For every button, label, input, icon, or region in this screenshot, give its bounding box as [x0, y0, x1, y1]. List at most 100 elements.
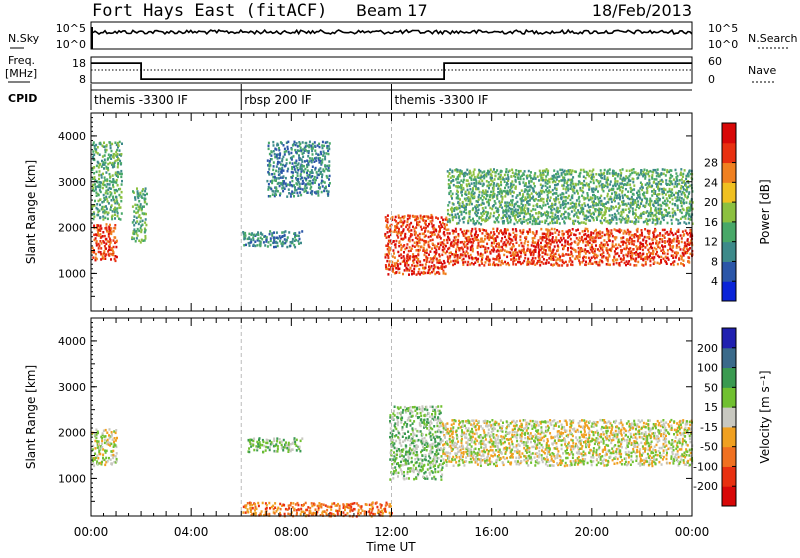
data-cell: [447, 256, 449, 259]
data-cell: [533, 190, 535, 193]
data-cell: [565, 239, 567, 242]
data-cell: [105, 161, 107, 164]
data-cell: [533, 216, 535, 219]
data-cell: [569, 254, 571, 257]
data-cell: [685, 201, 687, 204]
data-cell: [261, 233, 263, 236]
data-cell: [633, 248, 635, 251]
data-cell: [422, 264, 424, 267]
data-cell: [558, 201, 560, 204]
data-cell: [398, 255, 400, 258]
data-cell: [689, 185, 691, 188]
data-cell: [102, 235, 104, 238]
data-cell: [534, 257, 536, 260]
data-cell: [638, 190, 640, 193]
data-cell: [626, 170, 628, 173]
data-cell: [573, 186, 575, 189]
data-cell: [283, 439, 285, 442]
data-cell: [121, 183, 123, 186]
data-cell: [273, 144, 275, 147]
data-cell: [611, 192, 613, 195]
data-cell: [552, 206, 554, 209]
data-cell: [477, 258, 479, 261]
data-cell: [421, 271, 423, 274]
data-cell: [395, 434, 397, 437]
data-cell: [114, 224, 116, 227]
data-cell: [475, 182, 477, 185]
data-cell: [302, 156, 304, 159]
data-cell: [111, 204, 113, 207]
data-cell: [472, 248, 474, 251]
data-cell: [245, 244, 247, 247]
data-cell: [649, 198, 651, 201]
data-cell: [527, 208, 529, 211]
data-cell: [546, 217, 548, 220]
data-cell: [524, 242, 526, 245]
data-cell: [250, 241, 252, 244]
data-cell: [585, 264, 587, 267]
data-cell: [571, 242, 573, 245]
data-cell: [663, 235, 665, 238]
data-cell: [536, 203, 538, 206]
data-cell: [475, 233, 477, 236]
data-cell: [493, 215, 495, 218]
data-cell: [441, 216, 443, 219]
data-cell: [651, 200, 653, 203]
data-cell: [279, 192, 281, 195]
data-cell: [388, 268, 390, 271]
data-cell: [102, 454, 104, 457]
data-cell: [671, 219, 673, 222]
data-cell: [108, 235, 110, 238]
data-cell: [445, 245, 447, 248]
data-cell: [499, 257, 501, 260]
data-cell: [554, 245, 556, 248]
data-cell: [110, 227, 112, 230]
data-cell: [114, 227, 116, 230]
data-cell: [144, 221, 146, 224]
data-cell: [106, 149, 108, 152]
data-cell: [299, 238, 301, 241]
data-cell: [491, 208, 493, 211]
data-cell: [619, 198, 621, 201]
data-cell: [505, 171, 507, 174]
data-cell: [132, 205, 134, 208]
data-cell: [100, 227, 102, 230]
data-cell: [133, 237, 135, 240]
data-cell: [276, 242, 278, 245]
data-cell: [288, 188, 290, 191]
data-cell: [428, 253, 430, 256]
data-cell: [433, 231, 435, 234]
data-cell: [582, 248, 584, 251]
data-cell: [290, 195, 292, 198]
data-cell: [474, 262, 476, 265]
data-cell: [513, 223, 515, 226]
data-cell: [279, 152, 281, 155]
data-cell: [464, 230, 466, 233]
data-cell: [643, 194, 645, 197]
data-cell: [552, 236, 554, 239]
data-cell: [535, 198, 537, 201]
data-cell: [662, 240, 664, 243]
data-cell: [468, 196, 470, 199]
data-cell: [92, 184, 94, 187]
data-cell: [96, 460, 98, 463]
data-cell: [115, 255, 117, 258]
data-cell: [637, 216, 639, 219]
data-cell: [613, 207, 615, 210]
data-cell: [655, 207, 657, 210]
data-cell: [397, 236, 399, 239]
data-cell: [534, 237, 536, 240]
data-cell: [595, 229, 597, 232]
data-cell: [653, 233, 655, 236]
data-cell: [563, 213, 565, 216]
data-cell: [577, 229, 579, 232]
noise-line: [93, 30, 692, 34]
data-cell: [112, 215, 114, 218]
data-cell: [522, 195, 524, 198]
data-cell: [472, 218, 474, 221]
data-cell: [274, 176, 276, 179]
data-cell: [284, 148, 286, 151]
data-cell: [610, 229, 612, 232]
data-cell: [453, 203, 455, 206]
